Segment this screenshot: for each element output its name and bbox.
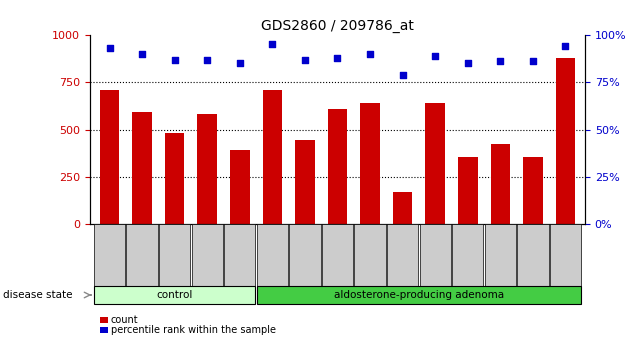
Point: [202, 57, 212, 62]
Point: [561, 44, 571, 49]
Point: [528, 59, 538, 64]
Text: GSM211457: GSM211457: [463, 230, 472, 280]
Point: [365, 51, 375, 57]
Point: [333, 55, 343, 61]
Bar: [263, 90, 282, 224]
Text: GSM211456: GSM211456: [431, 230, 440, 280]
Bar: [165, 133, 185, 224]
Text: GSM211450: GSM211450: [235, 230, 244, 280]
Text: aldosterone-producing adenoma: aldosterone-producing adenoma: [334, 290, 504, 300]
Point: [430, 53, 440, 59]
Text: GSM211455: GSM211455: [398, 230, 407, 280]
Point: [137, 51, 147, 57]
Bar: [393, 192, 413, 224]
Text: GSM211448: GSM211448: [170, 230, 179, 280]
Bar: [556, 58, 575, 224]
Bar: [458, 157, 478, 224]
Point: [300, 57, 310, 62]
Text: GSM211447: GSM211447: [137, 230, 147, 280]
Text: disease state: disease state: [3, 290, 72, 300]
Point: [267, 42, 277, 47]
Point: [495, 59, 505, 64]
Bar: [197, 114, 217, 224]
Point: [235, 61, 245, 66]
Point: [398, 72, 408, 78]
Text: GSM211453: GSM211453: [333, 230, 342, 280]
Text: GSM211460: GSM211460: [561, 230, 570, 280]
Text: GSM211458: GSM211458: [496, 230, 505, 280]
Title: GDS2860 / 209786_at: GDS2860 / 209786_at: [261, 19, 414, 33]
Text: GSM211451: GSM211451: [268, 230, 277, 280]
Bar: [100, 90, 119, 224]
Bar: [132, 113, 152, 224]
Bar: [328, 109, 347, 224]
Point: [462, 61, 472, 66]
Text: GSM211452: GSM211452: [301, 230, 309, 280]
Point: [169, 57, 180, 62]
Text: GSM211449: GSM211449: [203, 230, 212, 280]
Text: GSM211446: GSM211446: [105, 230, 114, 280]
Bar: [360, 103, 380, 224]
Bar: [491, 144, 510, 224]
Bar: [425, 103, 445, 224]
Bar: [295, 140, 315, 224]
Text: percentile rank within the sample: percentile rank within the sample: [111, 325, 276, 335]
Point: [105, 45, 115, 51]
Bar: [523, 157, 542, 224]
Text: GSM211454: GSM211454: [365, 230, 375, 280]
Bar: [230, 150, 249, 224]
Text: control: control: [156, 290, 193, 300]
Text: GSM211459: GSM211459: [529, 230, 537, 280]
Text: count: count: [111, 315, 139, 325]
